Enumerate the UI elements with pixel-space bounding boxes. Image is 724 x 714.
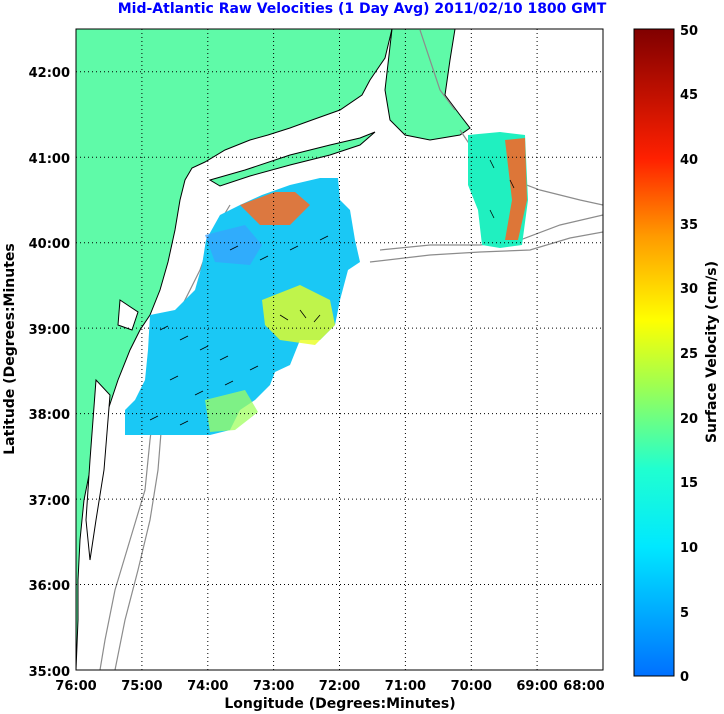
velocity-low-west bbox=[205, 225, 262, 265]
colorbar-tick: 50 bbox=[680, 24, 698, 39]
y-tick-label: 38:00 bbox=[29, 408, 70, 423]
chesapeake-bay bbox=[85, 378, 111, 561]
colorbar-tick: 0 bbox=[680, 670, 689, 685]
x-tick-label: 71:00 bbox=[385, 679, 426, 694]
x-tick-labels: 76:00 75:00 74:00 73:00 72:00 71:00 70:0… bbox=[55, 679, 604, 694]
velocity-ne-high bbox=[505, 138, 527, 240]
colorbar-tick-labels: 0 5 10 15 20 25 30 35 40 45 50 bbox=[680, 24, 698, 685]
grid bbox=[76, 29, 603, 670]
map-title: Mid-Atlantic Raw Velocities (1 Day Avg) … bbox=[117, 1, 607, 17]
y-tick-label: 39:00 bbox=[29, 323, 70, 338]
velocity-vectors bbox=[149, 159, 515, 426]
colorbar-tick: 10 bbox=[680, 541, 698, 556]
y-tick-label: 41:00 bbox=[29, 152, 70, 167]
colorbar-tick: 25 bbox=[680, 347, 698, 362]
colorbar-label: Surface Velocity (cm/s) bbox=[704, 261, 720, 443]
colorbar-tick: 45 bbox=[680, 88, 698, 103]
velocity-field-main bbox=[125, 178, 360, 435]
x-tick-label: 76:00 bbox=[55, 679, 96, 694]
colorbar-tick: 30 bbox=[680, 282, 698, 297]
x-tick-label: 68:00 bbox=[563, 679, 604, 694]
colorbar-tick: 5 bbox=[680, 606, 689, 621]
colorbar-tick: 40 bbox=[680, 153, 698, 168]
long-island bbox=[208, 131, 376, 187]
y-tick-label: 37:00 bbox=[29, 494, 70, 509]
x-tick-label: 70:00 bbox=[451, 679, 492, 694]
colorbar-tick: 20 bbox=[680, 412, 698, 427]
delaware-bay bbox=[117, 299, 139, 331]
y-tick-label: 35:00 bbox=[29, 665, 70, 680]
colorbar-tick: 35 bbox=[680, 218, 698, 233]
velocity-green-south bbox=[205, 390, 258, 432]
new-england-coast bbox=[384, 29, 471, 141]
y-tick-label: 40:00 bbox=[29, 237, 70, 252]
x-tick-label: 75:00 bbox=[121, 679, 162, 694]
y-tick-label: 42:00 bbox=[29, 66, 70, 81]
plot-frame bbox=[75, 28, 604, 671]
x-tick-label: 74:00 bbox=[187, 679, 228, 694]
velocity-mid-center bbox=[262, 285, 335, 345]
colorbar-tick: 15 bbox=[680, 476, 698, 491]
y-axis-label: Latitude (Degrees:Minutes bbox=[2, 243, 18, 454]
y-tick-labels: 35:00 36:00 37:00 38:00 39:00 40:00 41:0… bbox=[29, 66, 70, 680]
x-tick-label: 69:00 bbox=[516, 679, 557, 694]
x-tick-label: 72:00 bbox=[319, 679, 360, 694]
x-tick-label: 73:00 bbox=[253, 679, 294, 694]
colorbar bbox=[633, 28, 675, 677]
y-tick-label: 36:00 bbox=[29, 579, 70, 594]
x-axis-label: Longitude (Degrees:Minutes) bbox=[224, 696, 455, 712]
velocity-high-north bbox=[240, 192, 310, 225]
